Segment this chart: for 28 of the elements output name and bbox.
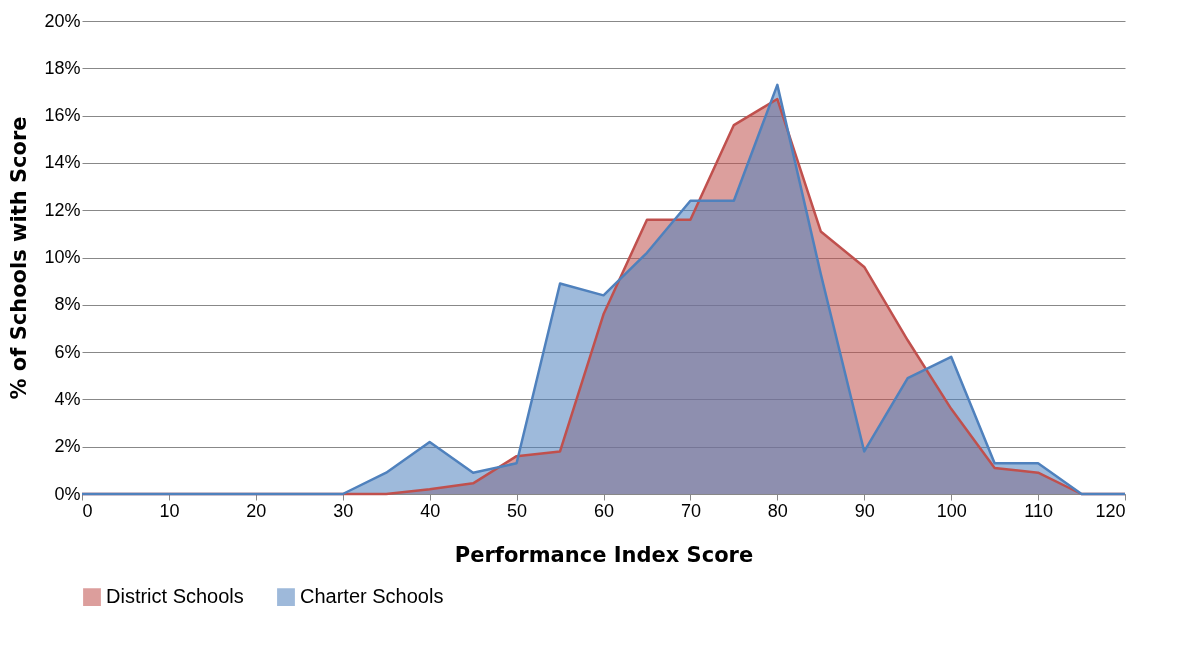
x-tick-label: 30 bbox=[333, 500, 354, 521]
legend-label: District Schools bbox=[106, 585, 244, 608]
x-axis-title: Performance Index Score bbox=[454, 542, 754, 567]
x-tick-label: 20 bbox=[246, 500, 267, 521]
x-tick-label: 60 bbox=[593, 500, 615, 521]
y-tick-label: 4% bbox=[54, 388, 81, 409]
x-tick-label: 80 bbox=[767, 500, 788, 521]
x-tick-label: 90 bbox=[854, 500, 875, 521]
x-tick-label: 100 bbox=[936, 500, 967, 521]
y-tick-label: 20% bbox=[44, 10, 81, 31]
x-tick-label: 110 bbox=[1024, 500, 1053, 521]
x-tick-label: 40 bbox=[420, 500, 441, 521]
y-tick-label: 14% bbox=[44, 152, 81, 173]
legend-label: Charter Schools bbox=[300, 585, 444, 608]
y-tick-label: 2% bbox=[54, 436, 81, 457]
y-tick-label: 12% bbox=[44, 199, 81, 220]
x-tick-label: 10 bbox=[159, 500, 180, 521]
y-tick-label: 16% bbox=[44, 105, 81, 126]
x-tick-label: 0 bbox=[82, 500, 93, 521]
y-tick-label: 6% bbox=[54, 341, 81, 362]
y-tick-label: 0% bbox=[54, 483, 81, 504]
x-tick-label: 70 bbox=[680, 500, 701, 521]
y-tick-label: 18% bbox=[44, 57, 81, 78]
x-tick-label: 120 bbox=[1095, 500, 1126, 521]
y-tick-label: 8% bbox=[54, 294, 81, 315]
y-axis-title: % of Schools with Score bbox=[7, 116, 32, 400]
y-tick-label: 10% bbox=[44, 247, 81, 267]
x-tick-label: 50 bbox=[507, 500, 528, 521]
